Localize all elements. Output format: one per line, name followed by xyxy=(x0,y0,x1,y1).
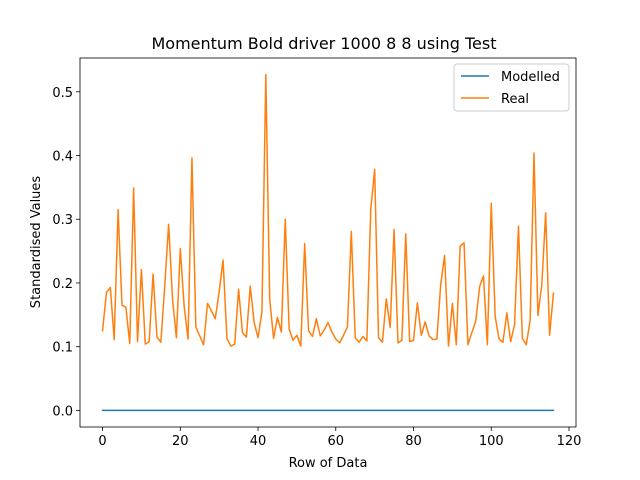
x-axis-title: Row of Data xyxy=(289,456,368,471)
legend-label-modelled: Modelled xyxy=(501,70,560,85)
x-tick-label: 100 xyxy=(479,434,504,449)
plot-area: 0 20 40 60 80 100 120 0.0 0.1 0.2 0.3 0.4 0.5 xyxy=(52,57,582,449)
x-tick-label: 120 xyxy=(557,434,582,449)
axes-background xyxy=(80,58,576,427)
y-tick-label: 0.5 xyxy=(52,86,73,101)
y-tick-label: 0.2 xyxy=(52,277,73,292)
x-tick-label: 40 xyxy=(250,434,267,449)
x-tick-label: 20 xyxy=(172,434,189,449)
y-tick-label: 0.1 xyxy=(52,341,73,356)
y-axis-title: Standardised Values xyxy=(29,176,44,309)
x-tick-label: 80 xyxy=(405,434,422,449)
x-tick-label: 0 xyxy=(98,434,106,449)
legend: Modelled Real xyxy=(453,63,570,112)
x-tick-label: 60 xyxy=(328,434,345,449)
series-line-real xyxy=(101,73,555,347)
y-tick-label: 0.0 xyxy=(52,404,73,419)
legend-label-real: Real xyxy=(501,92,529,107)
y-tick-label: 0.3 xyxy=(52,213,73,228)
chart-title: Momentum Bold driver 1000 8 8 using Test xyxy=(151,34,496,53)
axes-frame xyxy=(79,57,577,428)
y-tick-label: 0.4 xyxy=(52,150,73,165)
